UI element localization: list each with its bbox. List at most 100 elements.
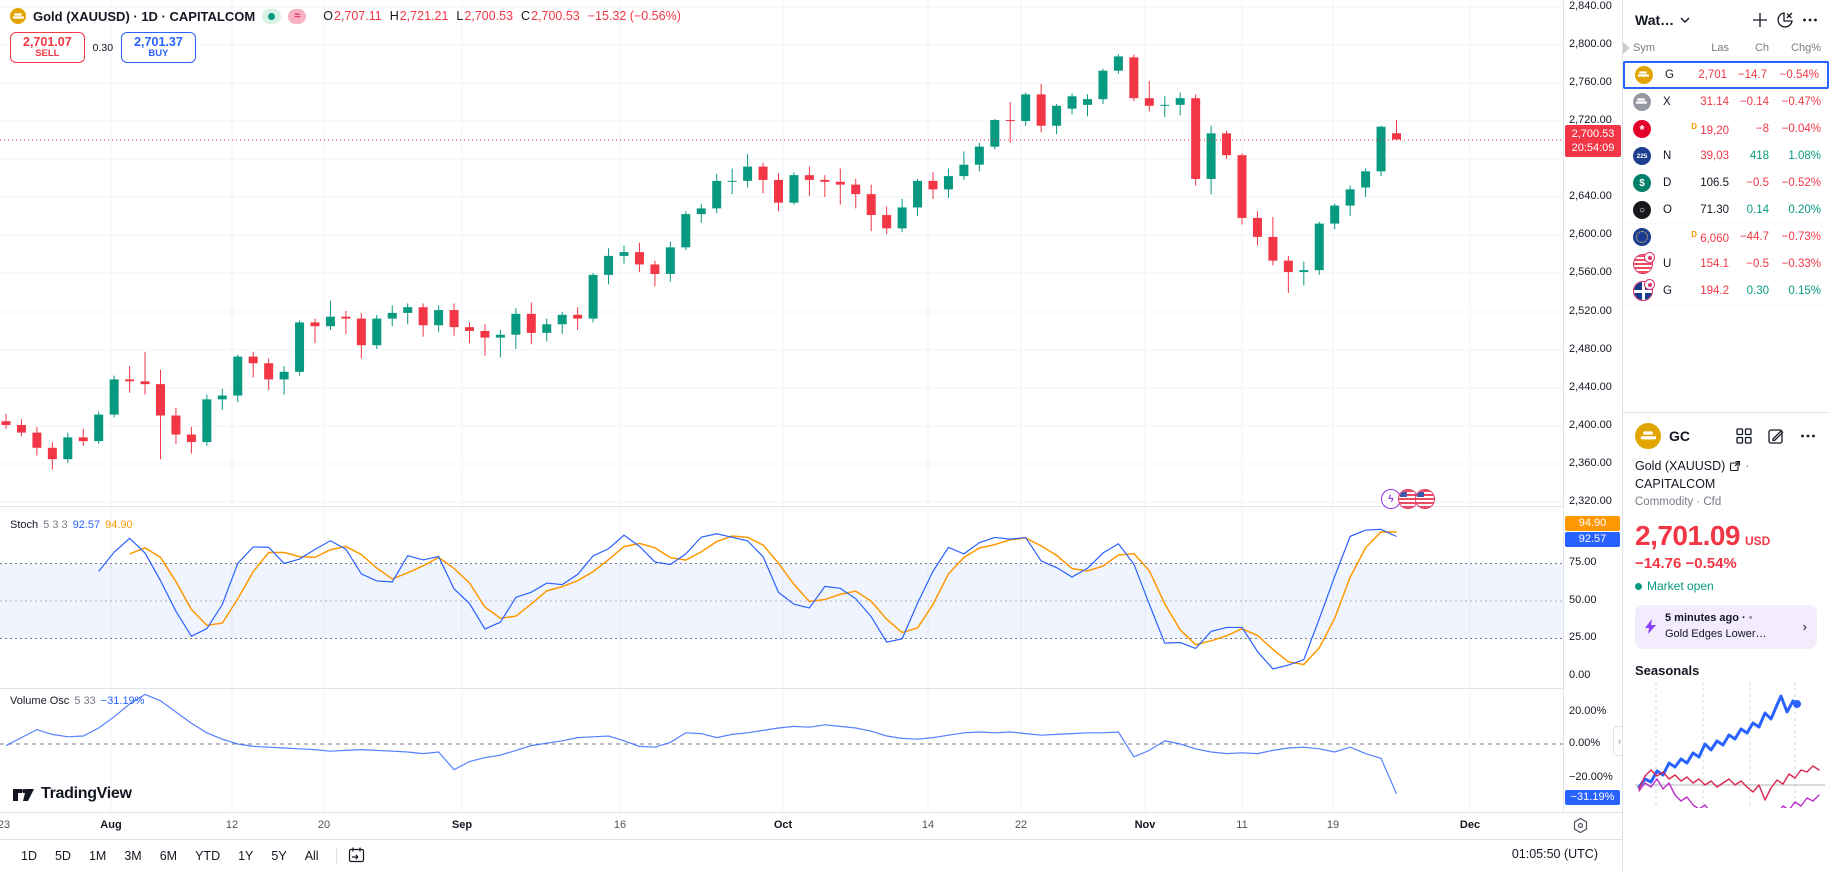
scale-label: 2,800.00: [1569, 38, 1612, 50]
pane-divider[interactable]: [0, 506, 1622, 507]
range-button-all[interactable]: All: [304, 848, 319, 863]
bottom-toolbar: 1D 5D 1M 3M 6M YTD 1Y 5Y All 01:05:50 (UTC): [0, 840, 1622, 871]
range-buttons: 1D 5D 1M 3M 6M YTD 1Y 5Y All: [12, 847, 328, 865]
add-symbol-button[interactable]: [1751, 11, 1769, 29]
chevron-down-icon[interactable]: [1680, 17, 1690, 23]
seasonals-chart[interactable]: [1635, 681, 1825, 821]
scale-label: 0.00%: [1569, 737, 1601, 749]
go-to-date-icon[interactable]: [347, 846, 366, 865]
watchlist-row[interactable]: D 6,060 −44.7 −0.73%: [1623, 224, 1829, 251]
time-axis-label: Sep: [451, 819, 473, 831]
scale-label: 2,720.00: [1569, 114, 1612, 126]
change: 0.14: [1746, 204, 1769, 216]
change-percent: −0.73%: [1781, 231, 1821, 243]
watchlist-row[interactable]: X 31.14 −0.14 −0.47%: [1623, 89, 1829, 116]
watchlist-panel: Wat… Sym Las Ch Chg% G 2,701 −14.7 −0.54% X 3…: [1622, 0, 1829, 871]
symbol-name: X: [1663, 96, 1671, 108]
us-event-icon[interactable]: [1398, 489, 1418, 509]
lightning-icon: [1645, 619, 1656, 635]
buy-button[interactable]: 2,701.37 BUY: [121, 32, 196, 64]
scale-label: 2,480.00: [1569, 343, 1612, 355]
pane-divider[interactable]: [0, 688, 1622, 689]
jp225-symbol-icon: 225: [1633, 147, 1651, 165]
external-link-icon[interactable]: [1729, 460, 1741, 472]
change-percent: 0.20%: [1788, 204, 1821, 216]
watchlist-row[interactable]: ○ O 71.30 0.14 0.20%: [1623, 197, 1829, 224]
watchlist-row[interactable]: $ D 106.5 −0.5 −0.52%: [1623, 170, 1829, 197]
watchlist-row[interactable]: U 154.1 −0.5 −0.33%: [1623, 251, 1829, 278]
market-open-dot-icon: [1635, 582, 1642, 590]
range-button-3m[interactable]: 3M: [124, 848, 142, 863]
ohlc-values: O 2,707.11 H 2,721.21 L 2,700.53 C 2,700.53 …: [323, 9, 681, 23]
sell-button[interactable]: 2,701.07 SELL: [10, 32, 85, 64]
watchlist-row[interactable]: 225 N 39,03 418 1.08%: [1623, 143, 1829, 170]
symbol-name: O: [1663, 204, 1672, 216]
symbol-name: U: [1663, 258, 1672, 270]
tradingview-logo: TradingView: [12, 785, 132, 803]
detail-ticker[interactable]: GC: [1669, 428, 1690, 444]
pie-chart-icon[interactable]: [1775, 10, 1795, 30]
volume-osc-label[interactable]: Volume Osc 5 33 −31.19%: [10, 695, 145, 707]
last-price: 106.5: [1700, 177, 1729, 189]
stochastic-pane[interactable]: [0, 508, 1563, 688]
current-price-badge: 2,700.53 20:54:09: [1565, 125, 1621, 157]
scale-label: 2,840.00: [1569, 0, 1612, 12]
price-scale[interactable]: 2,700.53 20:54:09 2,840.00 2,800.00 2,760.…: [1563, 0, 1623, 812]
axis-settings-icon[interactable]: [1572, 817, 1589, 839]
range-button-5y[interactable]: 5Y: [271, 848, 287, 863]
last-price: 194.2: [1700, 285, 1729, 297]
scale-label: 20.00%: [1569, 705, 1607, 717]
news-pill[interactable]: 5 minutes ago · • Gold Edges Lower… ›: [1635, 605, 1817, 649]
scale-label: 2,560.00: [1569, 266, 1612, 278]
symbol-title[interactable]: Gold (XAUUSD) · 1D · CAPITALCOM: [33, 8, 256, 24]
range-button-ytd[interactable]: YTD: [195, 848, 221, 863]
range-button-5d[interactable]: 5D: [54, 848, 71, 863]
watchlist-row[interactable]: * D 19,20 −8 −0.04%: [1623, 116, 1829, 143]
change: 418: [1749, 150, 1769, 162]
detail-price: 2,701.09: [1635, 520, 1741, 551]
range-button-1y[interactable]: 1Y: [238, 848, 254, 863]
time-axis[interactable]: 23 Aug 12 20 Sep 16 Oct 14 22 Nov 11 19 Dec: [0, 813, 1622, 840]
us-event-icon[interactable]: [1415, 489, 1435, 509]
delayed-data-icon[interactable]: ≈: [288, 8, 307, 24]
change-percent: −0.52%: [1781, 177, 1821, 189]
watchlist-row[interactable]: G 2,701 −14.7 −0.54%: [1623, 61, 1829, 89]
volume-oscillator-pane[interactable]: [0, 689, 1563, 812]
scale-label: 2,320.00: [1569, 495, 1612, 507]
symbol-name: G: [1665, 69, 1674, 81]
range-button-1d[interactable]: 1D: [21, 848, 37, 863]
more-options-icon[interactable]: [1799, 427, 1817, 445]
watchlist-title[interactable]: Wat…: [1635, 12, 1675, 28]
change-percent: −0.33%: [1781, 258, 1821, 270]
time-axis-label: 12: [225, 819, 239, 831]
last-price: D 6,060: [1691, 229, 1729, 245]
market-open-indicator-icon[interactable]: [262, 8, 282, 24]
tradingview-mark-icon: [13, 788, 34, 801]
change-percent: 0.15%: [1788, 285, 1821, 297]
watchlist-row[interactable]: G 194.2 0.30 0.15%: [1623, 278, 1829, 305]
last-price: 154.1: [1700, 258, 1729, 270]
watchlist-column-headers[interactable]: Sym Las Ch Chg%: [1623, 36, 1829, 61]
grid-layout-icon[interactable]: [1735, 427, 1753, 445]
detail-symbol-name[interactable]: Gold (XAUUSD): [1635, 459, 1726, 473]
utc-clock[interactable]: 01:05:50 (UTC): [1511, 847, 1598, 861]
change: −0.14: [1739, 96, 1769, 108]
compose-note-icon[interactable]: [1767, 427, 1785, 445]
indicator-value-badge: 92.57: [1565, 532, 1620, 547]
change-percent: −0.54%: [1779, 69, 1819, 81]
detail-instrument-type: Commodity · Cfd: [1635, 496, 1722, 508]
range-button-6m[interactable]: 6M: [159, 848, 178, 863]
candlestick-chart[interactable]: [0, 0, 1563, 506]
gbpjpy-symbol-icon: [1633, 279, 1655, 301]
more-options-icon[interactable]: [1801, 11, 1819, 29]
change: 0.30: [1746, 285, 1769, 297]
change: −14.7: [1737, 69, 1767, 81]
change-value: −15.32 (−0.56%): [587, 9, 681, 23]
spread-value: 0.30: [92, 41, 114, 54]
scale-label: −20.00%: [1569, 771, 1613, 783]
last-price: 71.30: [1700, 204, 1729, 216]
range-button-1m[interactable]: 1M: [88, 848, 107, 863]
change: −8: [1755, 123, 1769, 135]
last-price: D 19,20: [1691, 121, 1729, 137]
stoch-label[interactable]: Stoch 5 3 3 92.57 94.90: [10, 519, 133, 531]
